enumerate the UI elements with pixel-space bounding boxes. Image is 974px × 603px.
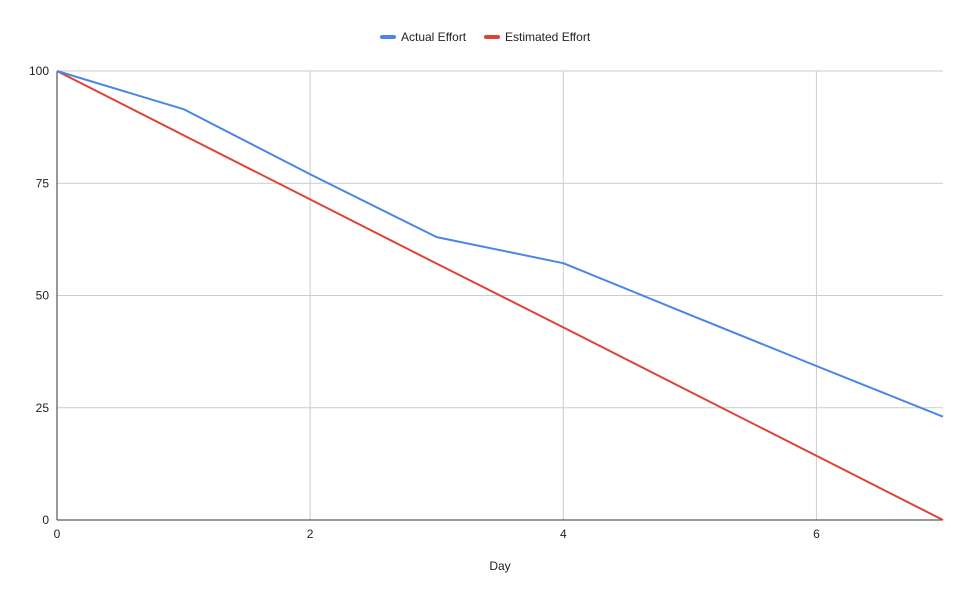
axes: 0 25 50 75 100 0 2 4 6 [29,64,943,541]
legend-label: Estimated Effort [505,30,591,44]
y-tick-label: 75 [36,176,50,190]
series-line-estimated-effort [56,70,944,521]
series-line-actual-effort [56,70,944,418]
legend: Actual Effort Estimated Effort [380,30,591,44]
y-tick-label: 50 [36,289,50,303]
grid [57,70,943,520]
x-tick-label: 6 [813,527,820,541]
y-tick-label: 25 [36,401,50,415]
legend-label: Actual Effort [401,30,467,44]
x-tick-label: 0 [54,527,61,541]
x-axis-title: Day [489,559,510,573]
legend-item-estimated-effort: Estimated Effort [484,30,591,44]
series [56,70,944,521]
x-tick-label: 4 [560,527,567,541]
legend-item-actual-effort: Actual Effort [380,30,467,44]
x-tick-label: 2 [307,527,314,541]
y-tick-label: 100 [29,64,49,78]
y-tick-label: 0 [42,513,49,527]
